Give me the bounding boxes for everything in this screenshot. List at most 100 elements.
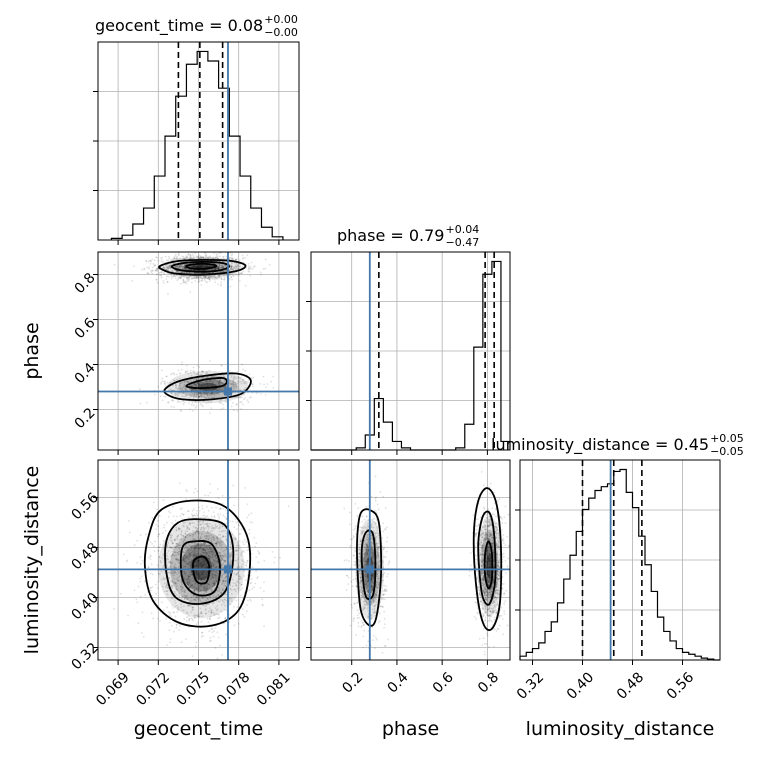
sample-point — [230, 268, 232, 270]
sample-point — [182, 513, 185, 516]
sample-point — [202, 634, 204, 637]
sample-point — [241, 583, 243, 586]
sample-point — [190, 554, 192, 557]
sample-point — [211, 278, 214, 281]
sample-point — [229, 285, 232, 288]
sample-point — [156, 281, 159, 284]
sample-point — [172, 548, 175, 551]
sample-point — [253, 586, 255, 589]
sample-point — [186, 490, 189, 493]
sample-point — [196, 574, 199, 576]
sample-point — [385, 550, 388, 553]
sample-point — [261, 604, 264, 607]
sample-point — [218, 266, 221, 269]
sample-point — [190, 403, 193, 406]
sample-point — [228, 277, 231, 280]
sample-point — [148, 266, 151, 269]
sample-point — [162, 266, 165, 269]
sample-point — [230, 256, 233, 259]
sample-point — [224, 400, 227, 403]
sample-point — [205, 591, 208, 593]
sample-point — [187, 372, 190, 375]
sample-point — [206, 392, 209, 395]
sample-point — [220, 271, 222, 273]
sample-point — [190, 269, 193, 271]
sample-point — [187, 563, 190, 565]
sample-point — [250, 396, 252, 399]
sample-point — [219, 540, 222, 543]
sample-point — [204, 381, 207, 384]
sample-point — [182, 540, 185, 543]
sample-point — [167, 255, 170, 258]
sample-point — [195, 564, 198, 567]
sample-point — [171, 597, 174, 600]
sample-point — [145, 533, 147, 536]
sample-point — [215, 395, 217, 398]
sample-point — [191, 655, 194, 658]
sample-point — [219, 558, 222, 561]
sample-point — [262, 590, 265, 593]
sample-point — [174, 571, 177, 574]
sample-point — [204, 552, 206, 555]
sample-point — [255, 542, 258, 545]
sample-point — [223, 560, 226, 562]
sample-point — [147, 260, 150, 263]
sample-point — [211, 575, 214, 577]
sample-point — [220, 267, 223, 270]
sample-point — [208, 380, 211, 383]
sample-point — [189, 576, 192, 579]
sample-point — [201, 264, 204, 267]
sample-point — [193, 372, 196, 375]
sample-point — [211, 381, 214, 384]
sample-point — [197, 544, 200, 547]
sample-point — [236, 371, 239, 373]
sample-point — [236, 385, 239, 388]
sample-point — [233, 526, 236, 529]
sample-point — [182, 587, 184, 589]
sample-point — [186, 616, 188, 618]
sample-point — [203, 548, 206, 550]
sample-point — [253, 536, 256, 539]
sample-point — [153, 264, 156, 267]
sample-point — [223, 622, 225, 625]
sample-point — [347, 576, 350, 579]
sample-point — [232, 377, 235, 379]
sample-point — [159, 271, 162, 274]
sample-point — [382, 606, 384, 608]
sample-point — [176, 570, 179, 573]
sample-point — [194, 565, 197, 568]
sample-point — [193, 548, 196, 551]
sample-point — [252, 266, 255, 269]
sample-point — [250, 552, 253, 555]
sample-point — [230, 268, 232, 271]
sample-point — [235, 581, 238, 584]
sample-point — [173, 379, 176, 382]
sample-point — [198, 615, 200, 618]
sample-point — [214, 562, 217, 565]
sample-point — [201, 257, 203, 259]
sample-point — [205, 392, 208, 395]
sample-point — [205, 546, 208, 549]
sample-point — [374, 498, 377, 500]
sample-point — [168, 264, 171, 267]
sample-point — [204, 560, 207, 563]
sample-point — [205, 256, 208, 259]
sample-point — [184, 533, 187, 535]
sample-point — [198, 532, 200, 534]
sample-point — [186, 272, 189, 274]
sample-point — [191, 618, 194, 621]
sample-point — [203, 394, 205, 397]
sample-point — [206, 552, 209, 555]
sample-point — [205, 276, 208, 278]
sample-point — [169, 641, 172, 644]
sample-point — [235, 403, 238, 406]
sample-point — [232, 267, 235, 270]
sample-point — [222, 555, 225, 558]
sample-point — [211, 384, 214, 387]
sample-point — [262, 375, 265, 378]
sample-point — [181, 381, 183, 384]
sample-point — [211, 573, 213, 576]
sample-point — [158, 533, 161, 536]
sample-point — [151, 272, 154, 275]
sample-point — [176, 388, 179, 390]
